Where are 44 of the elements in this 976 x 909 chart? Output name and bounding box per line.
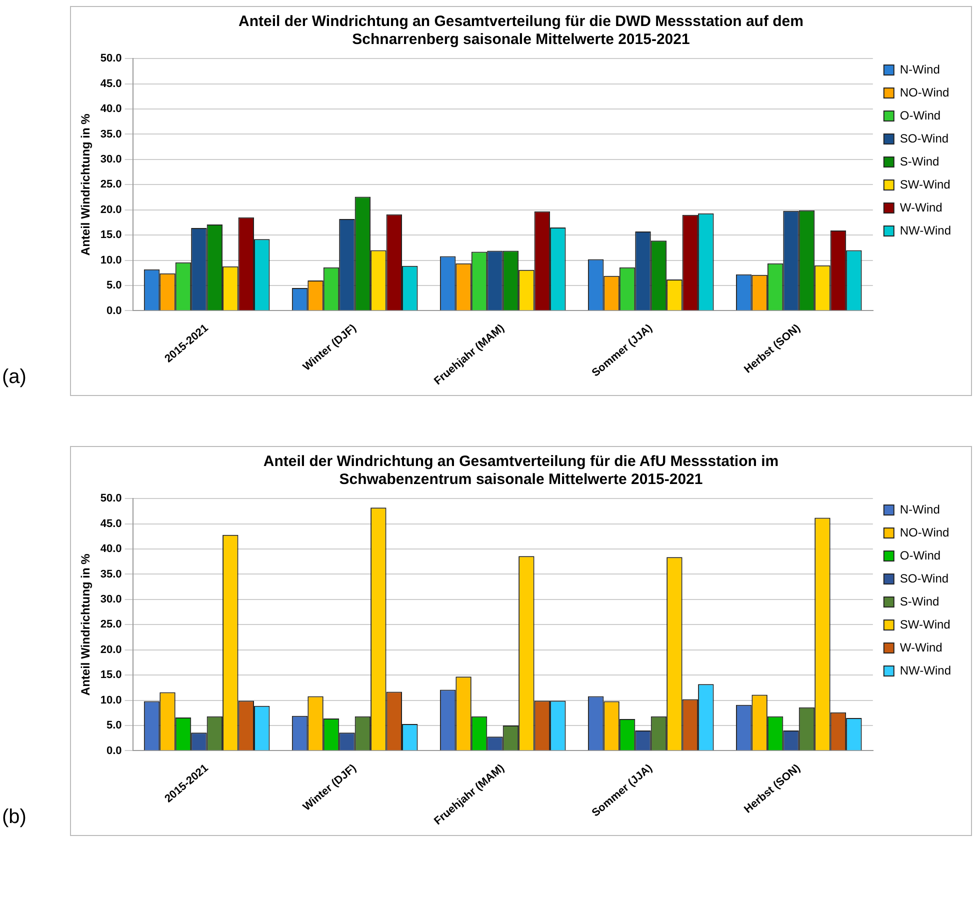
text: (b) xyxy=(2,806,26,829)
y-tick-label: 25.0 xyxy=(100,178,122,191)
legend-label: SW-Wind xyxy=(900,177,950,192)
legend-label: O-Wind xyxy=(900,108,941,122)
legend-label: SO-Wind xyxy=(900,131,949,146)
y-tick-label: 10.0 xyxy=(100,694,122,706)
legend-label: N-Wind xyxy=(900,502,940,516)
y-tick-label: 35.0 xyxy=(100,128,122,140)
y-tick-label: 30.0 xyxy=(100,593,122,606)
legend-label: SW-Wind xyxy=(900,617,950,632)
y-tick-label: 50.0 xyxy=(100,492,122,505)
legend-label: S-Wind xyxy=(900,154,940,168)
y-tick-label: 45.0 xyxy=(100,78,122,90)
y-tick-label: 15.0 xyxy=(100,229,122,242)
y-tick-label: 5.0 xyxy=(106,280,122,292)
legend-label: NW-Wind xyxy=(900,663,952,678)
y-tick-label: 10.0 xyxy=(100,254,122,266)
y-tick-label: 50.0 xyxy=(100,52,122,65)
y-tick-label: 40.0 xyxy=(100,543,122,556)
y-tick-label: 35.0 xyxy=(100,568,122,580)
y-tick-label: 25.0 xyxy=(100,618,122,631)
y-tick-label: 0.0 xyxy=(106,744,122,757)
legend-label: NW-Wind xyxy=(900,223,952,238)
y-tick-label: 20.0 xyxy=(100,204,122,216)
y-axis-title: Anteil Windrichtung in % xyxy=(78,553,93,696)
legend-label: S-Wind xyxy=(900,594,940,608)
y-tick-label: 20.0 xyxy=(100,644,122,656)
chart-title: Anteil der Windrichtung an Gesamtverteilung für die AfU Messstation im Schwabenzentrum saisonale Mittelwerte 2015-2021 xyxy=(262,453,780,489)
legend-label: W-Wind xyxy=(900,640,942,654)
legend-label: N-Wind xyxy=(900,62,940,76)
text: (a) xyxy=(2,366,26,389)
legend-label: SO-Wind xyxy=(900,571,949,586)
legend-label: NO-Wind xyxy=(900,85,950,100)
y-tick-label: 30.0 xyxy=(100,153,122,166)
y-tick-label: 15.0 xyxy=(100,669,122,682)
y-axis-title: Anteil Windrichtung in % xyxy=(78,113,93,256)
legend-label: NO-Wind xyxy=(900,525,950,540)
y-tick-label: 40.0 xyxy=(100,103,122,116)
y-tick-label: 5.0 xyxy=(106,720,122,732)
y-tick-label: 45.0 xyxy=(100,518,122,530)
y-tick-label: 0.0 xyxy=(106,304,122,317)
chart-title: Anteil der Windrichtung an Gesamtverteilung für die DWD Messstation auf dem Schnarrenberg saisonale Mittelwerte 2015-2021 xyxy=(238,13,804,49)
legend-label: O-Wind xyxy=(900,548,941,562)
legend-label: W-Wind xyxy=(900,200,942,214)
